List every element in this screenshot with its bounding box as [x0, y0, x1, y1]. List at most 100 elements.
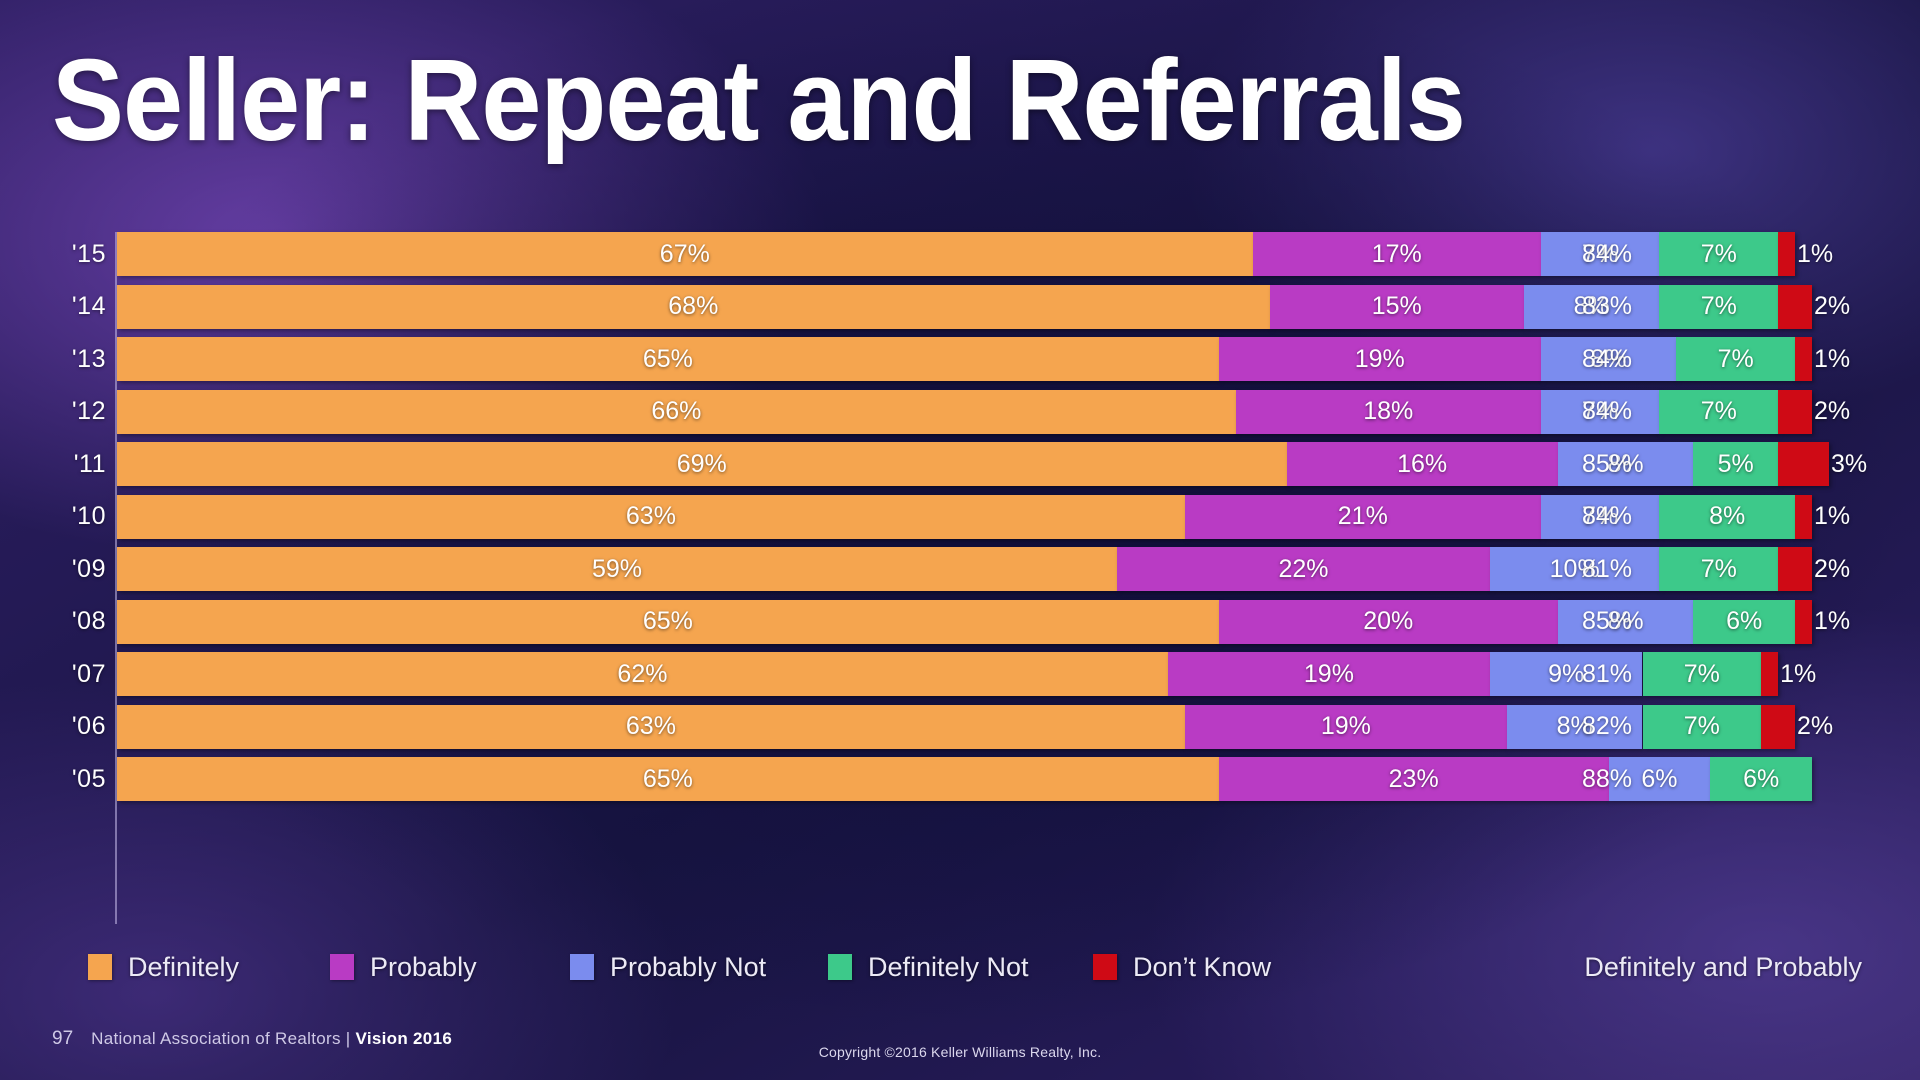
- chart-row: '08 65% 20% 8% 6% 1% 85%: [52, 599, 1850, 644]
- bar-segment-probably-not: 8%: [1523, 284, 1660, 329]
- bar-value-label: 63%: [625, 502, 676, 530]
- bar-segment-probably-not: 6%: [1608, 757, 1711, 801]
- bar-segment-definitely-not: 7%: [1659, 284, 1779, 329]
- bar-value-label: 1%: [1780, 659, 1817, 688]
- legend-swatch-icon: [88, 954, 112, 980]
- chart-row: '13 65% 19% 8% 7% 1% 84%: [52, 337, 1850, 381]
- legend-item-definitely[interactable]: Definitely: [88, 942, 239, 992]
- legend-label: Definitely: [128, 951, 240, 982]
- bar-segment-definitely: 69%: [117, 442, 1287, 486]
- bar-segment-definitely: 63%: [117, 704, 1185, 749]
- bar-value-label: 5%: [1717, 449, 1754, 478]
- bar-track: 59% 22% 10% 7% 2%: [117, 547, 1850, 591]
- bar-value-label: 2%: [1797, 712, 1834, 740]
- year-label: '05: [71, 764, 106, 793]
- bar-value-label: 65%: [642, 344, 693, 373]
- bar-segment-definitely-not: 7%: [1659, 389, 1779, 434]
- year-label: '12: [71, 397, 106, 425]
- bar-segment-probably-not: 7%: [1540, 232, 1660, 276]
- copyright-notice: Copyright ©2016 Keller Williams Realty, …: [818, 1044, 1102, 1060]
- bar-track: 68% 15% 8% 7% 2%: [117, 284, 1850, 329]
- bar-segment-definitely-not: 7%: [1659, 547, 1779, 591]
- legend-item-probably[interactable]: Probably: [330, 942, 477, 992]
- chart-row: '06 63% 19% 8% 7% 2% 82%: [52, 704, 1833, 749]
- bar-segment-probably: 16%: [1286, 442, 1558, 486]
- bar-value-label: 8%: [1607, 607, 1644, 635]
- bar-value-label: 2%: [1813, 554, 1851, 583]
- bar-value-label: 66%: [651, 397, 702, 425]
- page-title: Seller: Repeat and Referrals: [52, 35, 1466, 165]
- definitely-and-probably-value: 85%: [1581, 449, 1633, 478]
- bar-segment-definitely-not: 7%: [1659, 232, 1779, 276]
- bar-track: 65% 23% 6% 6%: [117, 757, 1812, 801]
- chart-row: '10 63% 21% 7% 8% 1% 84%: [52, 494, 1850, 539]
- bar-segment-definitely-not: 7%: [1676, 337, 1796, 381]
- bar-value-label: 19%: [1320, 712, 1371, 740]
- bar-value-label: 7%: [1700, 397, 1737, 425]
- bar-value-label: 20%: [1363, 607, 1414, 635]
- bar-value-label: 22%: [1278, 554, 1329, 583]
- legend-swatch-icon: [330, 954, 354, 980]
- bar-segment-don-t-know: 1%: [1795, 494, 1850, 539]
- bar-value-label: 23%: [1388, 764, 1439, 793]
- bar-value-label: 1%: [1797, 239, 1834, 268]
- bar-value-label: 7%: [1700, 554, 1737, 583]
- definitely-and-probably-caption: Definitely and Probably: [1584, 951, 1862, 982]
- legend-label: Definitely Not: [868, 951, 1029, 982]
- definitely-and-probably-value: 81%: [1581, 554, 1633, 583]
- chart-row: '14 68% 15% 8% 7% 2% 83%: [52, 284, 1850, 329]
- year-label: '11: [73, 449, 106, 478]
- bar-value-label: 8%: [1590, 344, 1627, 373]
- bar-value-label: 3%: [1830, 449, 1868, 478]
- bar-value-label: 8%: [1556, 712, 1593, 740]
- bar-value-label: 65%: [642, 764, 693, 793]
- bar-value-label: 17%: [1371, 239, 1422, 268]
- bar-segment-definitely: 62%: [117, 652, 1168, 696]
- bar-value-label: 62%: [617, 659, 668, 688]
- definitely-and-probably-value: 82%: [1581, 712, 1633, 740]
- chart-row: '11 69% 16% 8% 5% 3% 85%: [52, 442, 1867, 486]
- bar-value-label: 16%: [1397, 449, 1448, 478]
- chart-legend: Definitely Probably Probably Not Definitely…: [0, 942, 1920, 992]
- definitely-and-probably-value: 84%: [1581, 239, 1633, 268]
- chart-row: '15 67% 17% 7% 7% 1% 84%: [52, 232, 1833, 276]
- bar-track: 65% 19% 8% 7% 1%: [117, 337, 1850, 381]
- bar-segment-definitely: 65%: [117, 599, 1219, 644]
- stacked-bar-chart: '15 67% 17% 7% 7% 1% 84% '14 68% 15% 8% 7% 2% 83% '13 6…: [52, 232, 1867, 924]
- legend-item-probably-not[interactable]: Probably Not: [570, 942, 766, 992]
- bar-segment-definitely: 65%: [117, 757, 1219, 801]
- bar-track: 63% 19% 8% 7% 2%: [117, 704, 1833, 749]
- page-number: 97: [52, 1028, 74, 1049]
- bar-value-label: 7%: [1700, 239, 1737, 268]
- bar-value-label: 10%: [1549, 554, 1600, 583]
- bar-segment-definitely: 65%: [117, 337, 1219, 381]
- bar-segment-don-t-know: 1%: [1795, 337, 1850, 381]
- year-label: '09: [71, 554, 106, 583]
- definitely-and-probably-value: 88%: [1581, 764, 1633, 793]
- bar-value-label: 7%: [1700, 292, 1737, 320]
- bar-value-label: 21%: [1337, 502, 1388, 530]
- bar-segment-definitely: 66%: [117, 389, 1236, 434]
- bar-segment-probably-not: 7%: [1540, 389, 1660, 434]
- year-label: '07: [71, 659, 106, 688]
- bar-value-label: 2%: [1813, 397, 1851, 425]
- source-note-plain: National Association of Realtors |: [91, 1029, 356, 1048]
- chart-row: '05 65% 23% 6% 6% 88%: [52, 757, 1812, 801]
- bar-value-label: 1%: [1813, 502, 1851, 530]
- bar-segment-don-t-know: 3%: [1778, 442, 1867, 486]
- bar-segment-probably-not: 8%: [1557, 599, 1694, 644]
- legend-label: Don’t Know: [1133, 951, 1272, 982]
- bar-value-label: 9%: [1548, 659, 1585, 688]
- bar-track: 63% 21% 7% 8% 1%: [117, 494, 1850, 539]
- bar-segment-don-t-know: 2%: [1778, 547, 1850, 591]
- bar-segment-probably: 17%: [1252, 232, 1541, 276]
- year-label: '14: [71, 292, 106, 320]
- bar-track: 67% 17% 7% 7% 1%: [117, 232, 1833, 276]
- legend-item-definitely-not[interactable]: Definitely Not: [828, 942, 1029, 992]
- year-label: '15: [71, 239, 106, 268]
- bar-value-label: 6%: [1641, 764, 1678, 793]
- bar-value-label: 6%: [1726, 607, 1763, 635]
- legend-item-don-t-know[interactable]: Don’t Know: [1093, 942, 1271, 992]
